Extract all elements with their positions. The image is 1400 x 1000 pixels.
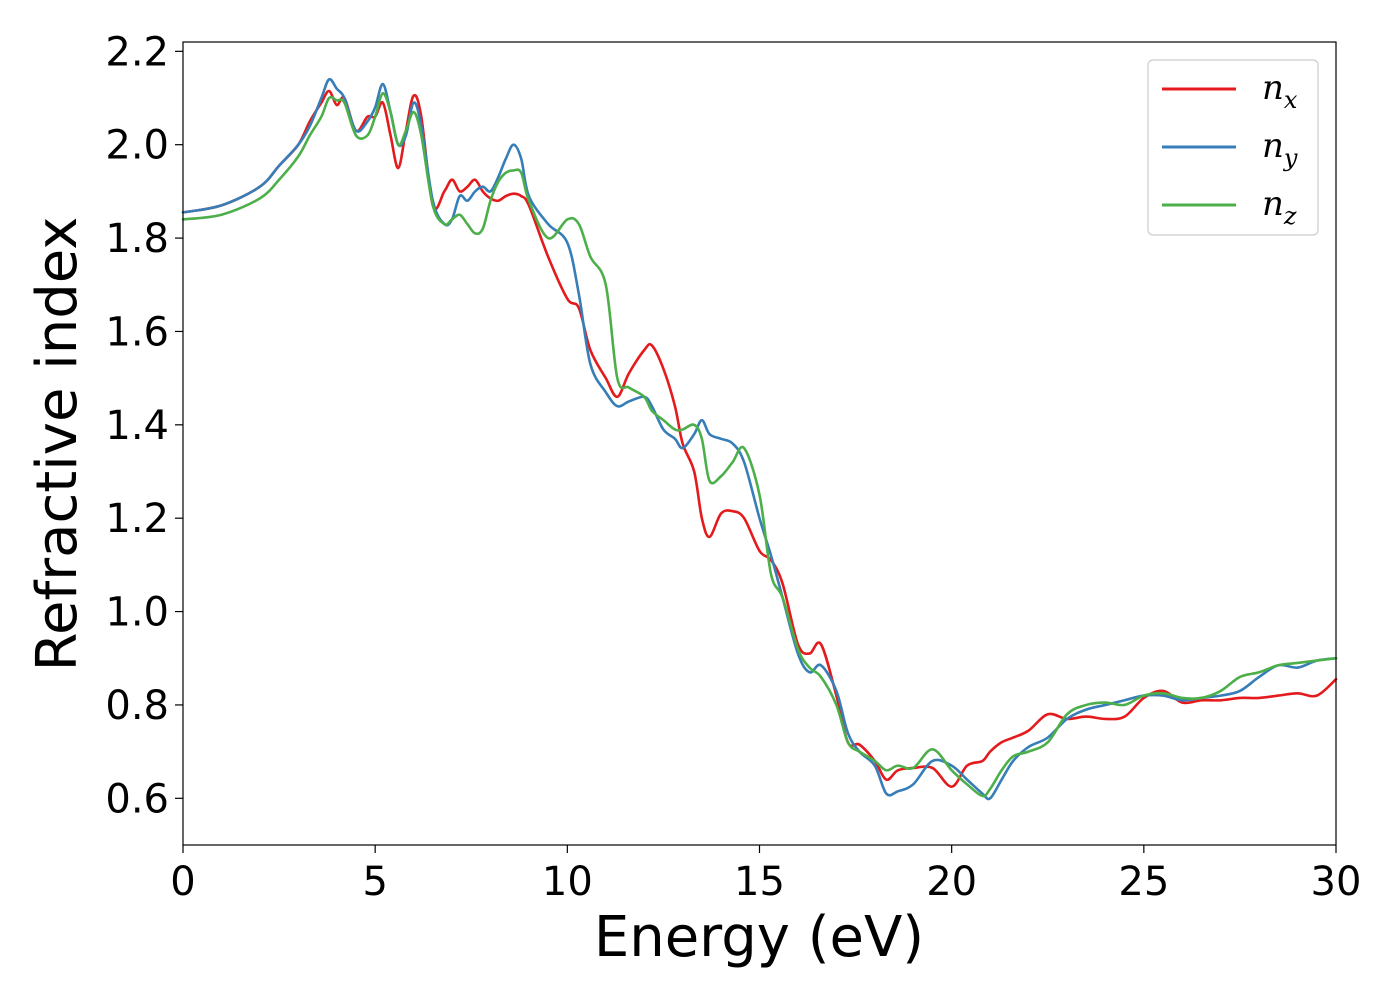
- legend-label-n-x: nx: [1262, 68, 1298, 114]
- y-tick-label: 1.8: [105, 216, 169, 262]
- x-tick-label: 20: [926, 859, 977, 905]
- legend: nx ny nz: [1147, 59, 1319, 236]
- legend-label-n-y: ny: [1262, 126, 1298, 172]
- x-axis-title: Energy (eV): [594, 905, 924, 970]
- series-layer: [181, 77, 1338, 801]
- x-tick-label: 0: [170, 859, 195, 905]
- y-tick-label: 1.4: [105, 403, 169, 449]
- series-line-n-x: [181, 89, 1338, 788]
- y-tick-label: 2.2: [105, 29, 169, 75]
- x-axis: 0 5 10 15 20 25 30: [170, 845, 1361, 905]
- x-tick-label: 15: [734, 859, 785, 905]
- legend-label-n-z: nz: [1262, 184, 1297, 230]
- y-tick-label: 0.6: [105, 776, 169, 822]
- y-tick-label: 1.0: [105, 590, 169, 636]
- x-tick-label: 30: [1311, 859, 1362, 905]
- y-tick-label: 1.6: [105, 309, 169, 355]
- x-tick-label: 10: [542, 859, 593, 905]
- y-tick-label: 1.2: [105, 496, 169, 542]
- y-tick-label: 0.8: [105, 683, 169, 729]
- y-axis-title: Refractive index: [25, 217, 90, 672]
- x-tick-label: 5: [362, 859, 387, 905]
- plot-area: [183, 42, 1336, 845]
- y-tick-label: 2.0: [105, 123, 169, 169]
- series-line-n-z: [181, 92, 1338, 798]
- x-tick-label: 25: [1118, 859, 1169, 905]
- y-axis: 0.6 0.8 1.0 1.2 1.4 1.6 1.8 2.0 2.2: [105, 29, 183, 822]
